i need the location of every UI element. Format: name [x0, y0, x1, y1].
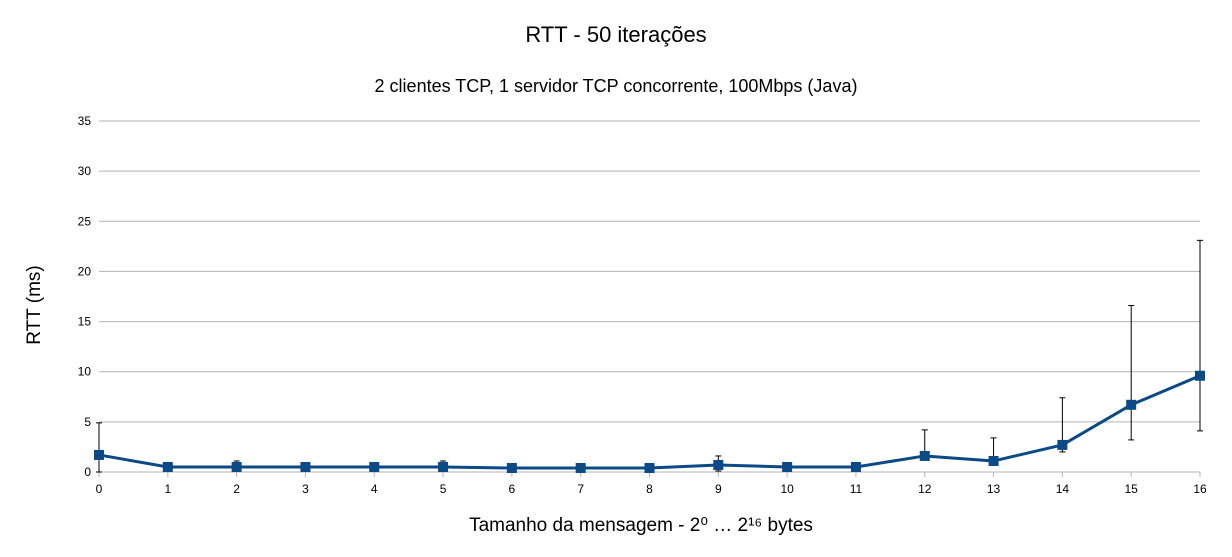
y-tick-label: 30: [78, 164, 92, 178]
data-point: [782, 461, 793, 472]
data-point: [231, 461, 242, 472]
x-tick-label: 12: [918, 482, 932, 496]
x-tick-label: 0: [96, 482, 103, 496]
y-tick-label: 15: [78, 315, 92, 329]
x-tick-label: 15: [1125, 482, 1139, 496]
x-axis-label: Tamanho da mensagem - 2⁰ … 2¹⁶ bytes: [469, 515, 813, 536]
data-point: [506, 462, 517, 473]
data-point: [850, 461, 861, 472]
x-tick-label: 9: [715, 482, 722, 496]
y-tick-label: 20: [78, 264, 92, 278]
x-tick-label: 7: [577, 482, 584, 496]
x-tick-label: 1: [164, 482, 171, 496]
data-point: [162, 461, 173, 472]
y-tick-label: 25: [78, 214, 92, 228]
x-tick-label: 2: [233, 482, 240, 496]
data-point: [94, 449, 104, 460]
data-point: [1195, 370, 1205, 381]
x-tick-label: 5: [440, 482, 447, 496]
data-point: [644, 462, 655, 473]
x-tick-label: 4: [371, 482, 378, 496]
y-tick-label: 35: [78, 114, 92, 128]
data-point: [988, 455, 999, 466]
data-point: [369, 461, 380, 472]
data-point: [919, 450, 930, 461]
x-tick-label: 16: [1193, 482, 1207, 496]
data-point: [300, 461, 311, 472]
x-tick-label: 3: [302, 482, 309, 496]
data-point: [713, 459, 724, 470]
x-tick-label: 6: [509, 482, 516, 496]
y-tick-label: 5: [84, 415, 91, 429]
x-tick-label: 14: [1056, 482, 1070, 496]
y-tick-label: 0: [84, 465, 91, 479]
data-point: [575, 462, 586, 473]
x-tick-label: 13: [987, 482, 1001, 496]
data-point: [1057, 439, 1068, 450]
chart-title: RTT - 50 iterações: [525, 22, 707, 47]
chart-subtitle: 2 clientes TCP, 1 servidor TCP concorren…: [374, 76, 858, 96]
y-tick-label: 10: [78, 365, 92, 379]
x-tick-label: 11: [850, 482, 863, 496]
data-point: [1126, 399, 1137, 410]
x-tick-label: 10: [780, 482, 794, 496]
x-tick-label: 8: [646, 482, 653, 496]
data-point: [438, 461, 449, 472]
